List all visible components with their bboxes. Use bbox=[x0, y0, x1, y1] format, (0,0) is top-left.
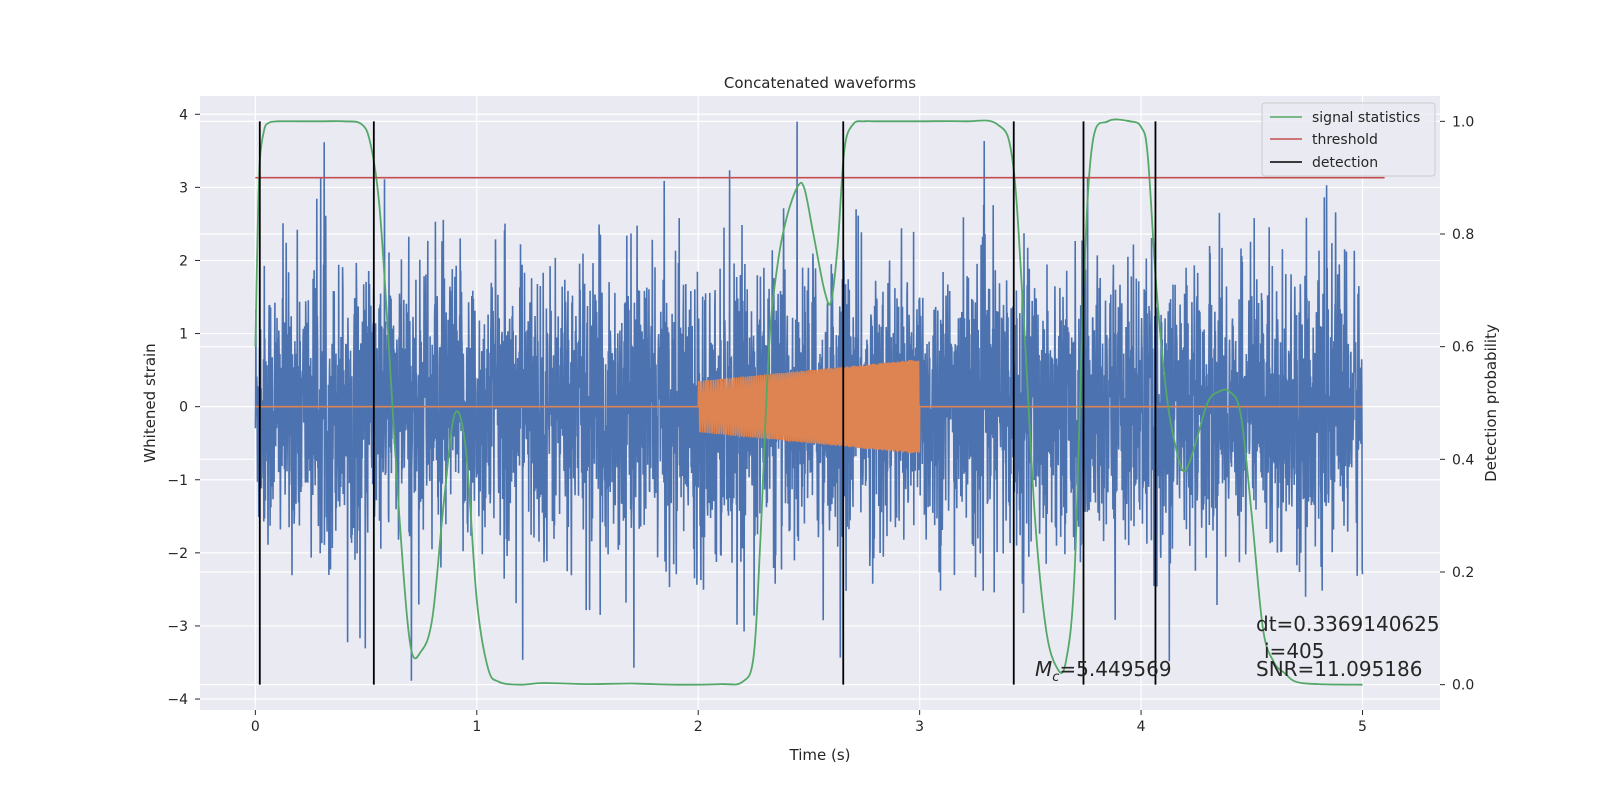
y-tick-label: 3 bbox=[179, 180, 188, 196]
mc-value: =5.449569 bbox=[1059, 657, 1171, 681]
dt-annotation: dt=0.3369140625 bbox=[1256, 612, 1440, 636]
legend: signal statistics threshold detection bbox=[1261, 102, 1436, 177]
signal-statistics-series bbox=[254, 118, 1363, 686]
i-annotation: i=405 bbox=[1264, 639, 1325, 663]
x-tick-label: 1 bbox=[472, 719, 481, 735]
y2-tick-label: 0.8 bbox=[1452, 227, 1474, 243]
y2-tick-label: 1.0 bbox=[1452, 114, 1474, 130]
y-tick-label: 4 bbox=[179, 107, 188, 123]
y-tick-label: −3 bbox=[167, 619, 188, 635]
y-tick-label: 2 bbox=[179, 253, 188, 269]
detection-lines bbox=[258, 121, 1157, 685]
x-tick-label: 0 bbox=[251, 719, 260, 735]
signal-statistics-line bbox=[254, 118, 1363, 686]
x-tick-label: 2 bbox=[694, 719, 703, 735]
x-tick-label: 5 bbox=[1358, 719, 1367, 735]
snr-annotation: SNR=11.095186 bbox=[1256, 657, 1422, 681]
legend-box bbox=[1261, 102, 1436, 177]
legend-signal-label: signal statistics bbox=[1312, 110, 1420, 126]
y-axis-title: Whitened strain bbox=[141, 343, 159, 462]
axis-ticks: 0 1 2 3 4 5 −4 −3 −2 −1 0 1 2 3 4 0.0 0.2 0.4 0.6 0.8 1.0 bbox=[167, 107, 1474, 735]
y2-tick-label: 0.0 bbox=[1452, 678, 1474, 694]
mc-subscript: c bbox=[1052, 670, 1059, 685]
y2-tick-label: 0.6 bbox=[1452, 340, 1474, 356]
legend-threshold-label: threshold bbox=[1312, 132, 1378, 148]
x-tick-label: 3 bbox=[915, 719, 924, 735]
y-tick-label: −1 bbox=[167, 473, 188, 489]
strain-line bbox=[254, 121, 1364, 681]
y2-axis-title: Detection probability bbox=[1482, 324, 1500, 482]
legend-detection-label: detection bbox=[1312, 155, 1378, 171]
y2-tick-label: 0.2 bbox=[1452, 565, 1474, 581]
y-tick-label: 0 bbox=[179, 400, 188, 416]
strain-series bbox=[254, 121, 1364, 681]
y-tick-label: 1 bbox=[179, 327, 188, 343]
x-tick-label: 4 bbox=[1137, 719, 1146, 735]
injection-line bbox=[255, 359, 1363, 454]
x-axis-title: Time (s) bbox=[789, 746, 851, 764]
mc-annotation: Mc=5.449569 bbox=[1035, 657, 1172, 685]
injection-series bbox=[255, 359, 1363, 454]
y-tick-label: −4 bbox=[167, 692, 188, 708]
chart-title: Concatenated waveforms bbox=[724, 74, 916, 92]
annotations: Mc=5.449569 dt=0.3369140625 i=405 SNR=11… bbox=[1035, 612, 1440, 685]
mc-symbol: M bbox=[1035, 657, 1052, 681]
y2-tick-label: 0.4 bbox=[1452, 452, 1474, 468]
y-tick-label: −2 bbox=[167, 546, 188, 562]
